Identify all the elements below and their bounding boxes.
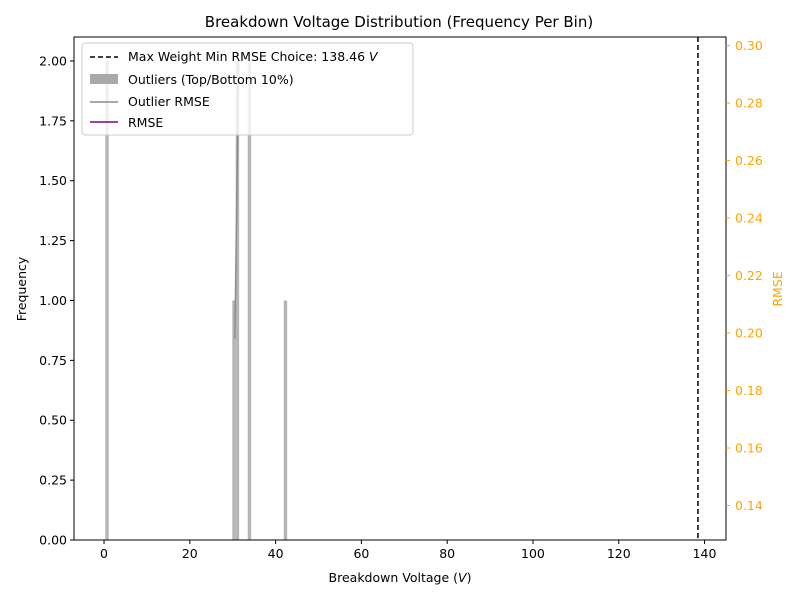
x-tick-label-2: 40	[268, 546, 284, 561]
y-axis-title: Frequency	[14, 256, 29, 321]
x-tick-label-3: 60	[353, 546, 369, 561]
legend-label-outliers: Outliers (Top/Bottom 10%)	[128, 72, 294, 87]
y-axis-left: 0.00 0.25 0.50 0.75 1.00 1.25 1.50 1.75 2.00	[39, 53, 74, 548]
legend-frame	[81, 42, 414, 136]
y2-tick-label-5: 0.24	[735, 211, 763, 226]
histogram-bar-0	[105, 60, 109, 540]
y2-tick-label-1: 0.16	[735, 441, 763, 456]
x-tick-label-1: 20	[182, 546, 198, 561]
y-tick-label-5: 1.25	[39, 233, 67, 248]
x-tick-label-7: 140	[693, 546, 717, 561]
x-axis-title: Breakdown Voltage (V)	[329, 570, 472, 585]
x-tick-label-4: 80	[439, 546, 455, 561]
y-tick-label-3: 0.75	[39, 353, 67, 368]
y2-tick-label-4: 0.22	[735, 268, 763, 283]
histogram-bar-4	[283, 300, 288, 540]
y2-tick-label-8: 0.30	[735, 38, 763, 53]
y2-tick-label-7: 0.28	[735, 96, 763, 111]
y2-tick-label-6: 0.26	[735, 153, 763, 168]
y-tick-label-6: 1.50	[39, 173, 67, 188]
legend: Max Weight Min RMSE Choice: 138.46 V Out…	[81, 42, 414, 136]
plot-area-frame	[73, 36, 727, 541]
legend-label-outlier-rmse: Outlier RMSE	[128, 94, 210, 109]
histogram-bar-1	[232, 300, 236, 540]
y-tick-label-1: 0.25	[39, 473, 67, 488]
histogram-bar-3	[247, 60, 252, 540]
y-tick-label-2: 0.50	[39, 413, 67, 428]
y2-tick-label-2: 0.18	[735, 383, 763, 398]
y-tick-label-4: 1.00	[39, 293, 67, 308]
y-tick-label-8: 2.00	[39, 53, 67, 68]
y-axis-right: 0.14 0.16 0.18 0.20 0.22 0.24 0.26 0.28 0.30	[726, 38, 763, 513]
y2-tick-label-3: 0.20	[735, 326, 763, 341]
y-tick-label-7: 1.75	[39, 113, 67, 128]
x-tick-label-0: 0	[100, 546, 108, 561]
legend-label-vline: Max Weight Min RMSE Choice: 138.46 V	[128, 49, 379, 64]
y-tick-label-0: 0.00	[39, 533, 67, 548]
x-tick-label-6: 120	[607, 546, 631, 561]
chart-title: Breakdown Voltage Distribution (Frequenc…	[205, 13, 593, 31]
legend-swatch-outliers	[90, 74, 118, 84]
y2-axis-title: RMSE	[770, 271, 785, 306]
x-tick-label-5: 100	[521, 546, 545, 561]
legend-label-rmse: RMSE	[128, 115, 163, 130]
y2-tick-label-0: 0.14	[735, 498, 763, 513]
bars-group	[105, 60, 288, 540]
x-axis: 0 20 40 60 80 100 120 140	[100, 540, 717, 561]
histogram-bar-2	[235, 60, 240, 540]
